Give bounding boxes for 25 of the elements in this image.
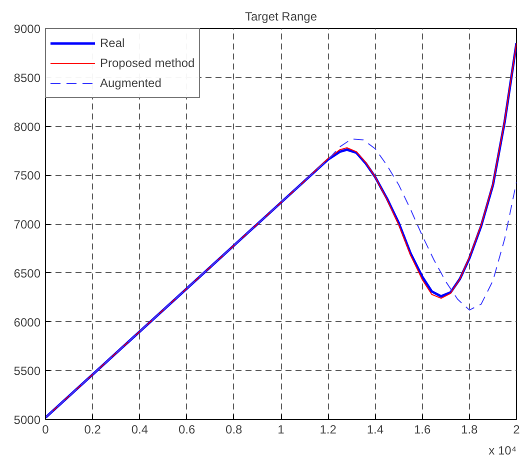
x-tick-label: 1 (278, 422, 285, 436)
y-tick-label: 5000 (14, 413, 41, 427)
y-tick-label: 8000 (14, 120, 41, 134)
x-tick-label: 0.6 (178, 422, 196, 436)
legend-label: Augmented (100, 76, 162, 90)
x-tick-label: 0.4 (131, 422, 148, 436)
y-tick-label: 7000 (14, 218, 41, 232)
x-tick-label: 2 (513, 422, 520, 436)
legend-label: Proposed method (100, 56, 195, 70)
y-tick-label: 5500 (14, 364, 41, 378)
x-tick-label: 0.2 (84, 422, 102, 436)
y-tick-label: 7500 (14, 168, 41, 183)
legend-label: Real (100, 36, 125, 50)
y-tick-label: 6000 (14, 315, 41, 330)
x-tick-label: 1.2 (320, 422, 337, 436)
y-tick-label: 9000 (14, 22, 41, 36)
x-tick-label: 0.8 (226, 422, 243, 436)
x-tick-label: 1.4 (366, 422, 384, 436)
y-tick-label: 6500 (14, 266, 41, 280)
y-tick-label: 8500 (14, 70, 41, 85)
text: x 10⁴ (488, 444, 517, 458)
x-tick-label: 1.6 (414, 422, 431, 436)
chart-title: Target Range (244, 10, 318, 24)
x-tick-label: 1.8 (461, 422, 478, 436)
x-tick-label: 0 (42, 422, 50, 436)
